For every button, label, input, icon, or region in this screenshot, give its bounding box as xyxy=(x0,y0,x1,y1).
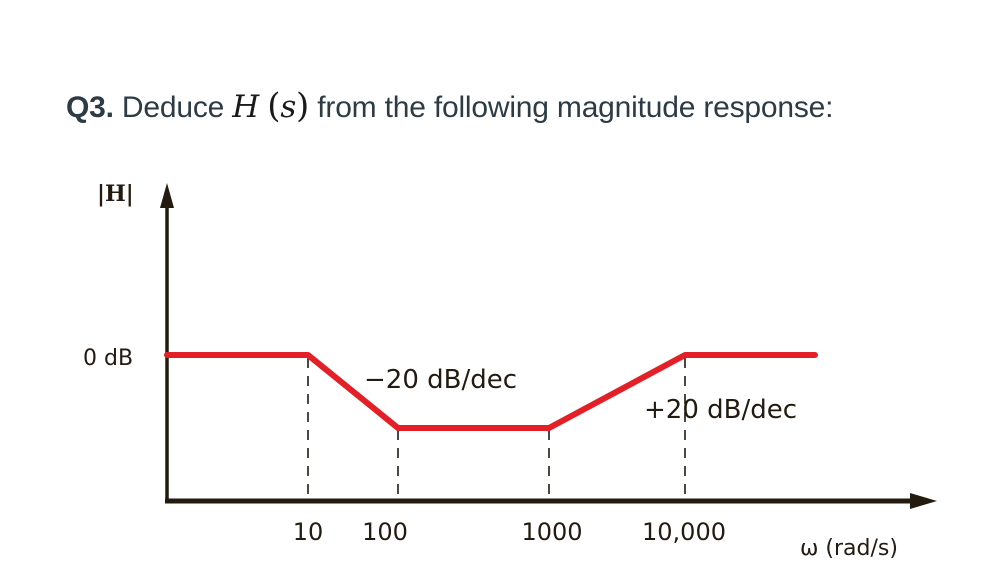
x-tick-10: 10 xyxy=(293,518,324,546)
question-text-before: Deduce xyxy=(121,91,225,124)
math-var-s: s xyxy=(280,89,297,125)
x-tick-10000: 10,000 xyxy=(642,518,726,546)
slope-up-annotation: +20 dB/dec xyxy=(644,395,797,425)
x-axis-arrow-icon xyxy=(910,493,937,509)
question-text: Q3. Deduce H (s) from the following magn… xyxy=(66,86,833,126)
x-axis-label: ω (rad/s) xyxy=(800,536,898,561)
dashed-guides xyxy=(307,358,686,500)
magnitude-response-line xyxy=(164,352,818,431)
slope-down-annotation: −20 dB/dec xyxy=(364,365,517,395)
math-symbol-H: H xyxy=(232,89,260,125)
y-axis-arrow-icon xyxy=(160,183,174,208)
x-tick-1000: 1000 xyxy=(521,518,582,546)
y-axis-label: |H| xyxy=(97,181,134,207)
question-text-after: from the following magnitude response: xyxy=(317,91,834,124)
math-close-paren: ) xyxy=(296,86,310,126)
y-tick-0db: 0 dB xyxy=(83,346,133,371)
math-open-paren: ( xyxy=(267,86,281,126)
x-tick-100: 100 xyxy=(362,518,408,546)
question-number: Q3. xyxy=(66,91,114,124)
